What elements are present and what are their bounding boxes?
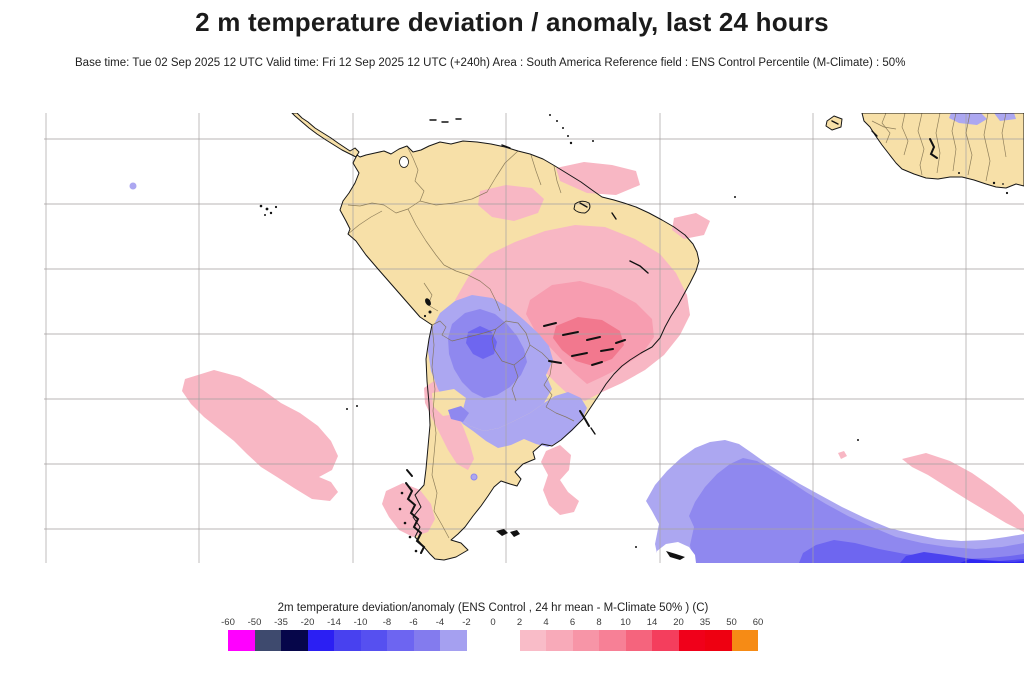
- legend-cell: [360, 630, 387, 651]
- south-america-anomaly-map: [44, 113, 1024, 563]
- legend-tick: 4: [543, 617, 549, 628]
- legend-cell: [625, 630, 652, 651]
- legend-cell: [413, 630, 440, 651]
- legend-cell: [572, 630, 599, 651]
- legend-cell: [467, 630, 494, 651]
- legend-cell: [387, 630, 414, 651]
- color-scale-legend: 2m temperature deviation/anomaly (ENS Co…: [221, 602, 763, 651]
- legend-cell: [334, 630, 361, 651]
- legend-tick: -2: [462, 617, 471, 628]
- legend-cell: [705, 630, 732, 651]
- legend-tick: -8: [382, 617, 392, 628]
- legend-tick: -35: [274, 617, 288, 628]
- lake-titicaca: [423, 298, 432, 318]
- legend-bar: [228, 630, 758, 651]
- legend-tick: -4: [435, 617, 445, 628]
- legend-cell: [678, 630, 705, 651]
- falkland-islands: [496, 529, 520, 537]
- legend-cell: [228, 630, 255, 651]
- legend-tick: -10: [353, 617, 368, 628]
- legend-tick: 2: [516, 617, 523, 628]
- legend-tick: -20: [300, 617, 315, 628]
- legend-cell: [652, 630, 679, 651]
- chilean-fjords: [398, 469, 426, 554]
- legend-tick: -50: [247, 617, 262, 628]
- legend-tick: 6: [569, 617, 576, 628]
- legend-tick: 60: [752, 617, 764, 628]
- africa-lakes: [831, 120, 996, 185]
- legend-cell: [493, 630, 520, 651]
- base-valid-time-subtitle: Base time: Tue 02 Sep 2025 12 UTC Valid …: [75, 57, 906, 69]
- legend-tick: -60: [221, 617, 235, 628]
- legend-cell: [307, 630, 334, 651]
- legend-cell: [599, 630, 626, 651]
- country-borders: [347, 113, 1007, 539]
- lake-maracaibo: [399, 156, 409, 168]
- legend-tick: 50: [726, 617, 737, 628]
- legend-cell: [254, 630, 281, 651]
- legend-tick: 8: [596, 617, 602, 628]
- legend-cell: [731, 630, 758, 651]
- legend-cell: [546, 630, 573, 651]
- map-container: [44, 113, 1024, 563]
- legend-tick: -6: [409, 617, 418, 628]
- legend-cell: [440, 630, 467, 651]
- atlantic-islets: [346, 183, 1009, 548]
- legend-cell: [519, 630, 546, 651]
- patos-lagoon: [579, 410, 596, 435]
- graticule-grid: [44, 113, 1024, 563]
- coastlines: [291, 113, 1024, 561]
- page-title: 2 m temperature deviation / anomaly, las…: [195, 7, 829, 37]
- legend-ticks: -60 -50 -35 -20 -14 -10 -8 -6 -4 -2 0 2 4 6 8 10 14 20 35 5…: [221, 617, 763, 630]
- caribbean-islands: [429, 114, 594, 149]
- brazil-lakes-rivers: [543, 202, 649, 366]
- legend-tick: -14: [327, 617, 341, 628]
- galapagos-islands: [259, 204, 278, 216]
- legend-title: 2m temperature deviation/anomaly (ENS Co…: [277, 602, 709, 614]
- legend-tick: 20: [673, 617, 684, 628]
- south-georgia-island: [666, 551, 685, 560]
- legend-tick: 10: [620, 617, 631, 628]
- geo-details: [259, 114, 1009, 560]
- legend-tick: 35: [699, 617, 711, 628]
- negative-anomaly-regions: [129, 113, 1024, 563]
- legend-tick: 0: [490, 617, 496, 628]
- legend-cell: [281, 630, 308, 651]
- legend-tick: 14: [646, 617, 658, 628]
